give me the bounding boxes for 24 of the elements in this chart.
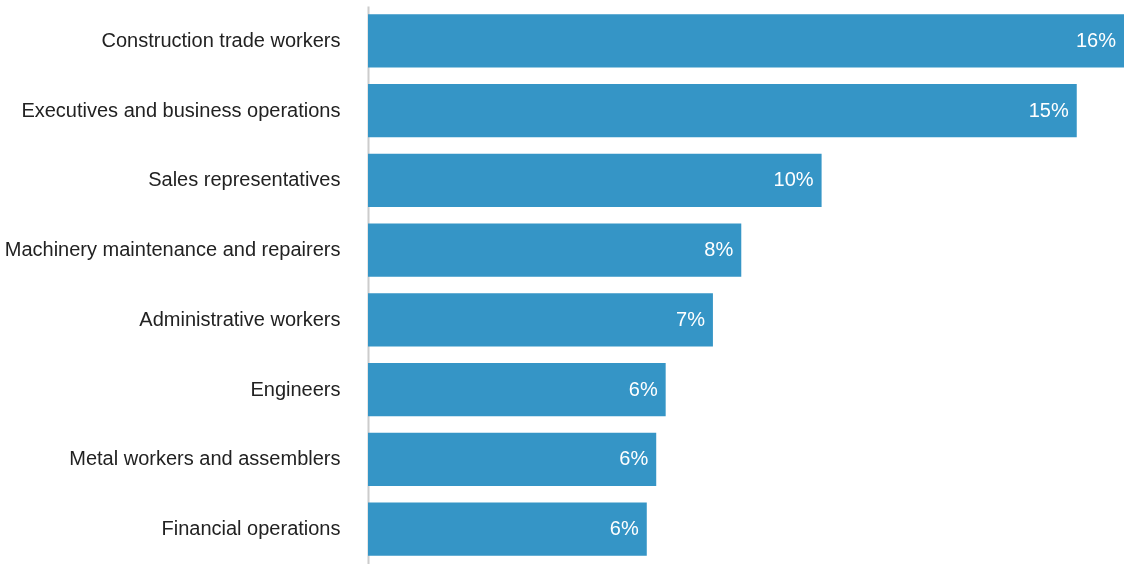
bar [368, 223, 742, 277]
y-tick-label: Machinery maintenance and repairers [4, 238, 341, 261]
y-tick-label: Engineers [250, 377, 341, 400]
data-label: 6% [628, 377, 658, 400]
data-label: 10% [773, 168, 814, 191]
bar [368, 14, 1124, 68]
y-tick-label: Metal workers and assemblers [69, 447, 341, 470]
y-tick-label: Financial operations [161, 517, 341, 540]
data-label: 8% [704, 238, 734, 261]
y-tick-label: Administrative workers [139, 307, 341, 330]
bar [368, 293, 713, 347]
y-tick-label: Executives and business operations [21, 98, 341, 121]
y-tick-label: Construction trade workers [101, 28, 341, 51]
bar [368, 502, 647, 556]
data-label: 7% [676, 307, 706, 330]
bar [368, 84, 1077, 138]
data-label: 6% [619, 447, 649, 470]
bar [368, 432, 657, 486]
data-label: 15% [1028, 98, 1069, 121]
y-tick-label: Sales representatives [148, 168, 341, 191]
bar [368, 363, 666, 417]
data-label: 6% [609, 517, 639, 540]
data-label: 16% [1075, 28, 1117, 51]
bar [368, 153, 822, 207]
